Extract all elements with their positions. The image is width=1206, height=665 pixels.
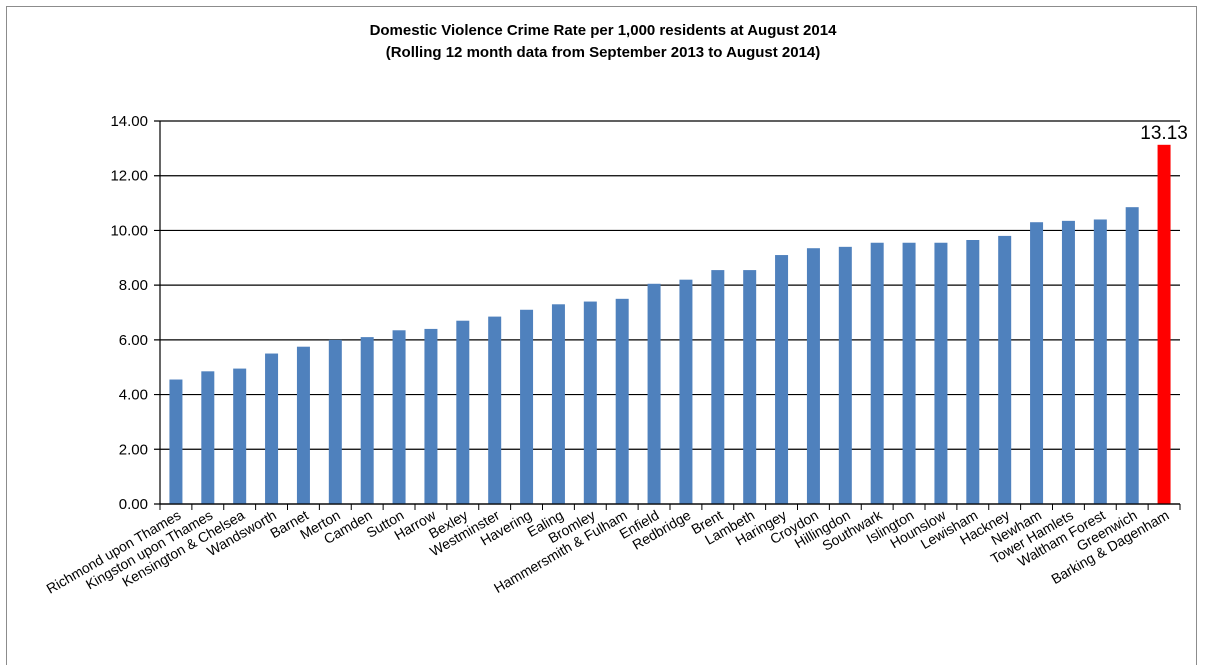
bar	[998, 235, 1012, 504]
bar	[392, 330, 406, 504]
bar	[1030, 222, 1044, 504]
bar	[1125, 207, 1139, 505]
data-labels: 13.13	[1140, 123, 1188, 144]
bar	[169, 379, 183, 504]
y-tick-label: 14.00	[110, 113, 148, 130]
bar	[520, 309, 534, 504]
bar	[551, 304, 565, 504]
y-tick-label: 6.00	[119, 332, 148, 349]
bar	[328, 339, 342, 504]
bar	[424, 328, 438, 504]
bars	[169, 144, 1171, 505]
bar	[743, 270, 757, 504]
bar	[1093, 219, 1107, 504]
bar	[775, 255, 789, 504]
chart-frame	[6, 6, 1197, 665]
bar	[838, 246, 852, 505]
bar	[647, 283, 661, 504]
bar	[488, 316, 502, 504]
bar	[583, 301, 597, 504]
bar	[1061, 220, 1075, 504]
chart-title: Domestic Violence Crime Rate per 1,000 r…	[369, 22, 837, 39]
bar	[233, 368, 247, 504]
chart-subtitle: (Rolling 12 month data from September 20…	[385, 44, 821, 61]
bar	[265, 353, 279, 504]
bar	[456, 320, 470, 504]
y-tick-label: 8.00	[119, 277, 148, 294]
y-tick-label: 12.00	[110, 168, 148, 185]
bar	[360, 337, 374, 504]
y-tick-label: 10.00	[110, 222, 148, 239]
bar	[966, 240, 980, 504]
bar	[806, 248, 820, 504]
bar	[296, 346, 310, 504]
y-axis: 0.00 2.00 4.00 6.00 8.00 10.00 12.00 14.00	[110, 113, 161, 513]
y-tick-label: 4.00	[119, 387, 148, 404]
bar	[615, 298, 629, 504]
y-tick-label: 2.00	[119, 441, 148, 458]
data-label: 13.13	[1140, 123, 1188, 144]
chart-title-block: Domestic Violence Crime Rate per 1,000 r…	[0, 20, 1206, 64]
bar	[902, 242, 916, 504]
bar	[201, 371, 215, 504]
bar	[679, 279, 693, 504]
y-tick-label: 0.00	[119, 496, 148, 513]
bar	[934, 242, 948, 504]
bar	[870, 242, 884, 504]
bar	[711, 270, 725, 504]
bar	[1157, 144, 1171, 504]
